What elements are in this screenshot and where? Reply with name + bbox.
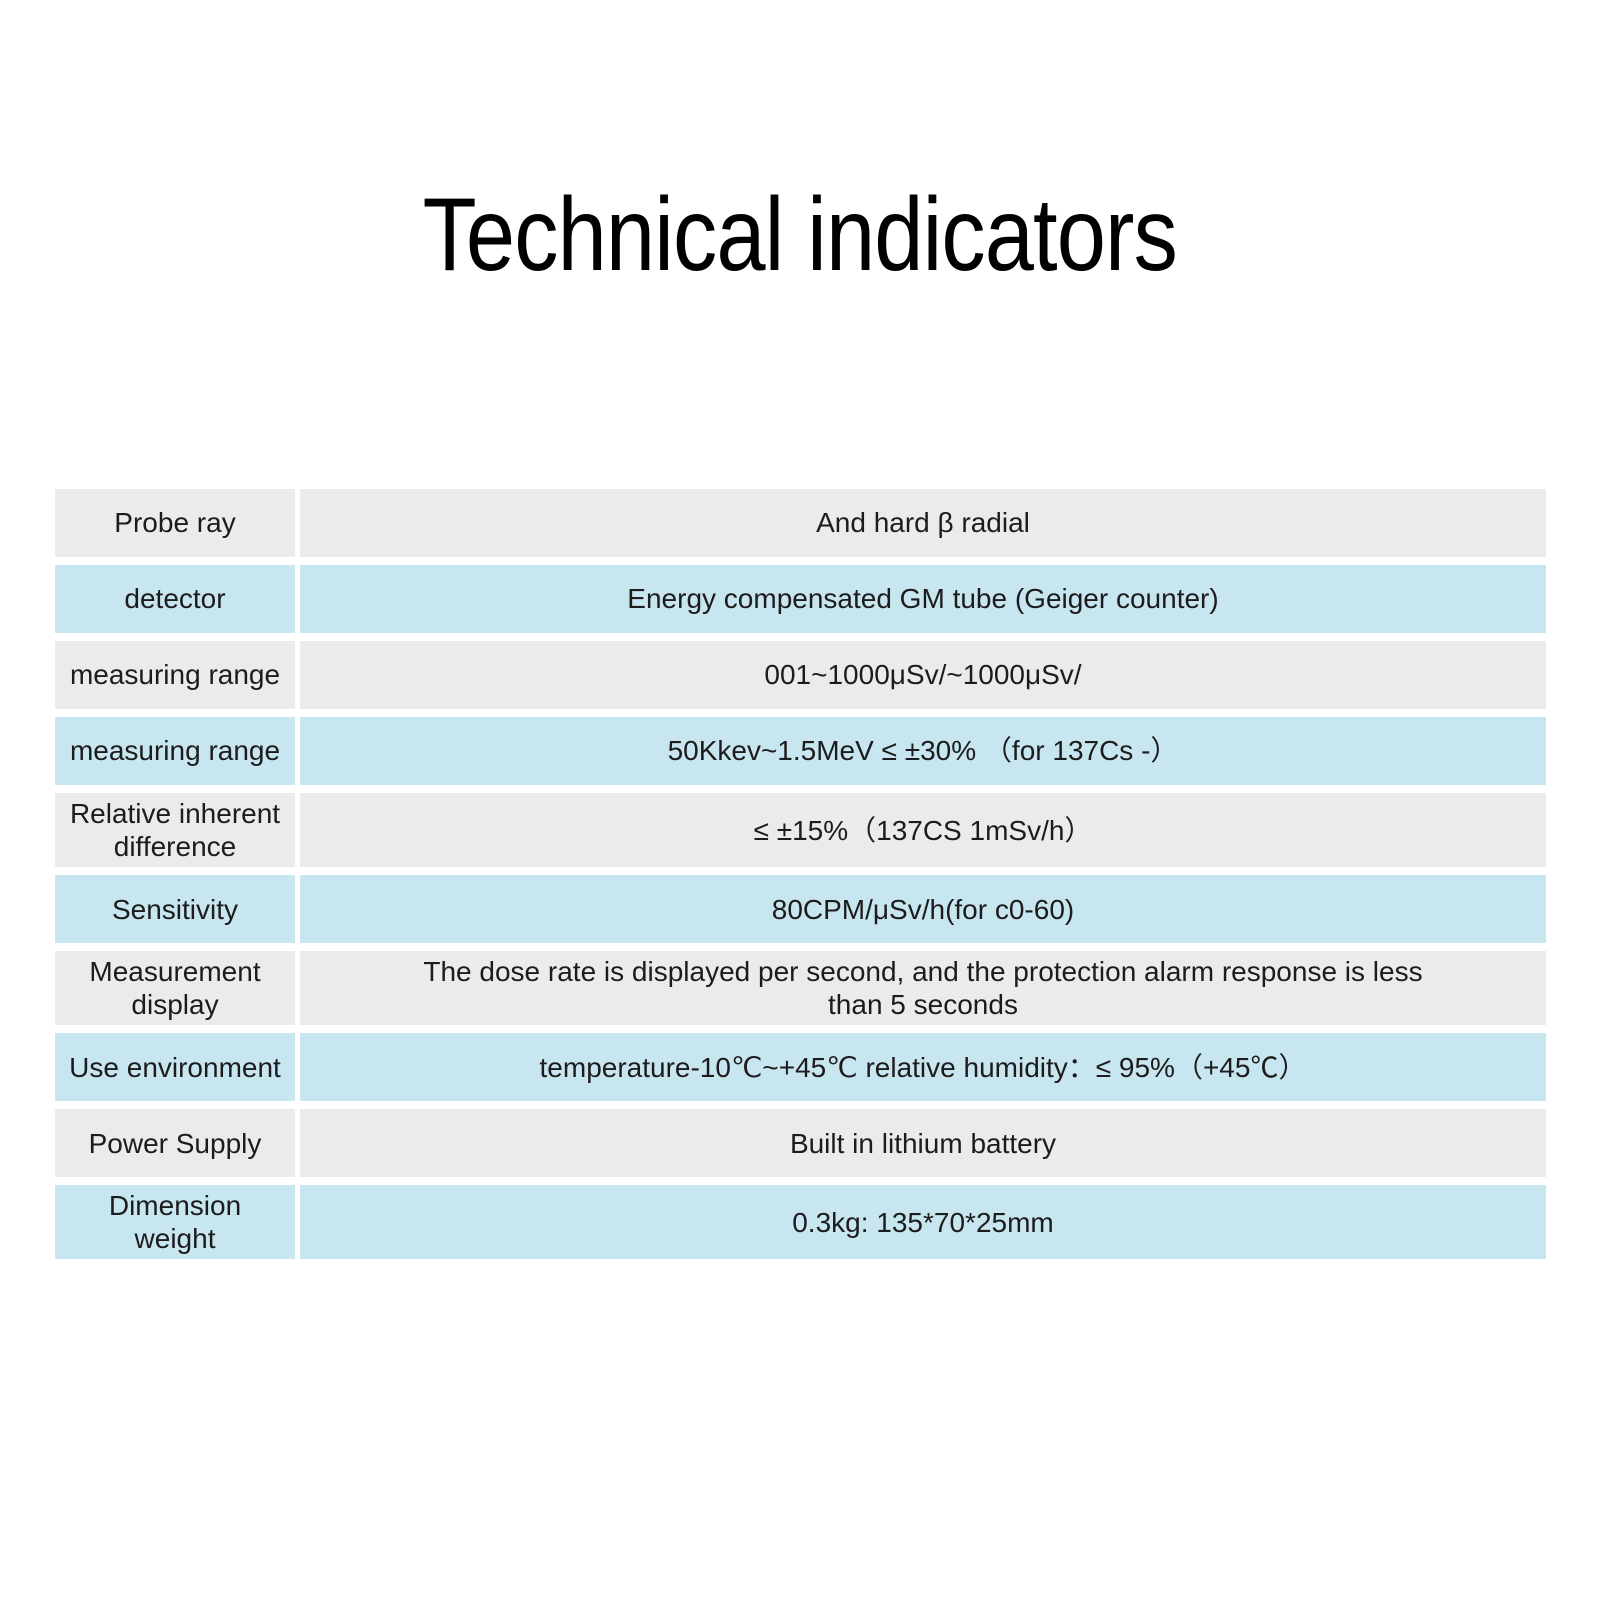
spec-value-text: Energy compensated GM tube (Geiger count… <box>627 583 1219 615</box>
spec-label-cell: Measurement display <box>55 951 295 1026</box>
spec-label-cell: measuring range <box>55 717 295 785</box>
spec-value-text: Built in lithium battery <box>789 1127 1057 1159</box>
spec-value-cell: 0.3kg: 135*70*25mm <box>300 1185 1546 1260</box>
spec-value-cell: And hard β radial <box>300 489 1546 557</box>
spec-value-cell: Built in lithium battery <box>300 1109 1546 1178</box>
page-title-text: Technical indicators <box>422 177 1178 293</box>
spec-label-cell: Relative inherent difference <box>55 793 295 868</box>
spec-value-text: And hard β radial <box>816 507 1030 539</box>
spec-value-cell: 80CPM/μSv/h(for c0-60) <box>300 875 1546 944</box>
spec-label-cell: Power Supply <box>55 1109 295 1178</box>
spec-value-cell: temperature-10℃~+45℃ relative humidity：≤… <box>300 1033 1546 1102</box>
spec-value-text: 50Kkev~1.5MeV ≤ ±30% （for 137Cs -） <box>667 735 1179 767</box>
technical-specs-table: Probe ray And hard β radial detector Ene… <box>55 489 1546 1260</box>
spec-label-cell: Dimension weight <box>55 1185 295 1260</box>
spec-value-cell: ≤ ±15%（137CS 1mSv/h） <box>300 793 1546 868</box>
spec-value-cell: The dose rate is displayed per second, a… <box>300 951 1546 1026</box>
spec-label-cell: Use environment <box>55 1033 295 1102</box>
spec-value-text: temperature-10℃~+45℃ relative humidity：≤… <box>539 1051 1307 1083</box>
spec-value-cell: 001~1000μSv/~1000μSv/ <box>300 641 1546 709</box>
page-title: Technical indicators <box>0 177 1600 293</box>
spec-value-text: 80CPM/μSv/h(for c0-60) <box>771 893 1075 925</box>
spec-label-cell: Probe ray <box>55 489 295 557</box>
spec-value-text: 0.3kg: 135*70*25mm <box>792 1206 1054 1238</box>
spec-value-cell: Energy compensated GM tube (Geiger count… <box>300 565 1546 633</box>
spec-value-text: The dose rate is displayed per second, a… <box>423 956 1423 1021</box>
spec-label-cell: detector <box>55 565 295 633</box>
spec-value-text: 001~1000μSv/~1000μSv/ <box>764 659 1082 691</box>
spec-label-cell: measuring range <box>55 641 295 709</box>
spec-label-cell: Sensitivity <box>55 875 295 944</box>
spec-value-cell: 50Kkev~1.5MeV ≤ ±30% （for 137Cs -） <box>300 717 1546 785</box>
spec-value-text: ≤ ±15%（137CS 1mSv/h） <box>753 814 1093 846</box>
